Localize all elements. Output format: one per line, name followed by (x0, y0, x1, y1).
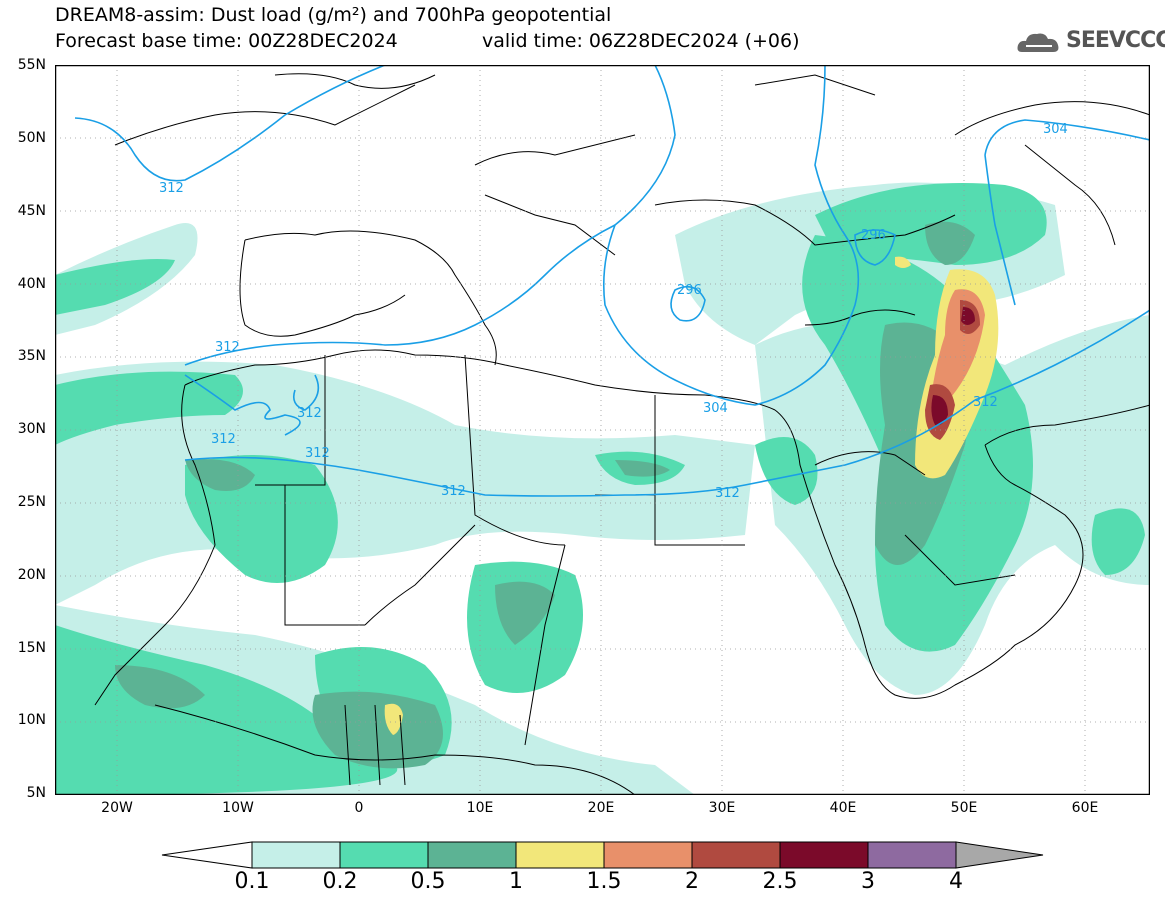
lon-label: 10W (222, 800, 254, 816)
contour-label: 312 (305, 446, 330, 461)
lat-label: 20N (17, 567, 46, 583)
lat-label: 55N (17, 57, 46, 73)
contour-label: 312 (715, 486, 740, 501)
lat-label: 40N (17, 276, 46, 292)
gridlines (55, 65, 1150, 795)
colorbar-swatch (779, 841, 869, 869)
lon-label: 40E (829, 800, 857, 816)
forecast-base-time: Forecast base time: 00Z28DEC2024 (55, 30, 398, 52)
geopotential-contours (74, 65, 1150, 497)
logo-text: SEEVCCC (1066, 28, 1165, 53)
colorbar-under-arrow (161, 841, 253, 869)
contour-label: 304 (703, 401, 728, 416)
contour-label: 296 (861, 228, 886, 243)
lon-label: 20E (587, 800, 615, 816)
dust-load-map: 312 304 296 312 312 312 312 312 312 304 … (55, 65, 1150, 795)
colorbar-swatch (427, 841, 517, 869)
contour-label: 312 (211, 432, 236, 447)
lat-label: 50N (17, 130, 46, 146)
colorbar-swatch (339, 841, 429, 869)
colorbar-tick-label: 1 (509, 869, 523, 894)
contour-label: 312 (297, 406, 322, 421)
lon-label: 30E (708, 800, 736, 816)
colorbar-tick-label: 2.5 (762, 869, 798, 894)
lat-label: 5N (26, 785, 46, 801)
colorbar-tick-label: 4 (949, 869, 963, 894)
valid-time: valid time: 06Z28DEC2024 (+06) (482, 30, 800, 52)
map-title: DREAM8-assim: Dust load (g/m²) and 700hP… (55, 4, 612, 26)
dust-shading-maroon (931, 307, 975, 426)
lat-label: 25N (17, 494, 46, 510)
contour-label: 312 (973, 395, 998, 410)
contour-label: 312 (159, 181, 184, 196)
lon-label: 60E (1071, 800, 1099, 816)
colorbar-swatch (251, 841, 341, 869)
colorbar-swatch (603, 841, 693, 869)
contour-label: 304 (1043, 122, 1068, 137)
lat-label: 35N (17, 348, 46, 364)
contour-label: 296 (677, 283, 702, 298)
lon-label: 20W (101, 800, 133, 816)
colorbar-tick-label: 2 (685, 869, 699, 894)
colorbar-tick-label: 0.2 (322, 869, 358, 894)
lat-label: 45N (17, 203, 46, 219)
lat-label: 10N (17, 712, 46, 728)
lat-label: 15N (17, 640, 46, 656)
colorbar-tick-label: 0.5 (410, 869, 446, 894)
colorbar-swatch (691, 841, 781, 869)
colorbar-tick-label: 1.5 (586, 869, 622, 894)
colorbar-swatch (867, 841, 957, 869)
map-frame (55, 65, 1150, 795)
colorbar (161, 841, 1044, 869)
colorbar-tick-label: 3 (861, 869, 875, 894)
lon-label: 0 (354, 800, 364, 816)
contour-label: 312 (441, 484, 466, 499)
lon-label: 50E (950, 800, 978, 816)
lat-label: 30N (17, 421, 46, 437)
cloud-icon (1017, 33, 1059, 52)
seevccc-logo (1016, 28, 1156, 58)
colorbar-swatch (515, 841, 605, 869)
colorbar-tick-label: 0.1 (234, 869, 270, 894)
contour-label: 312 (215, 340, 240, 355)
lon-label: 10E (466, 800, 494, 816)
colorbar-over-arrow (955, 841, 1044, 869)
